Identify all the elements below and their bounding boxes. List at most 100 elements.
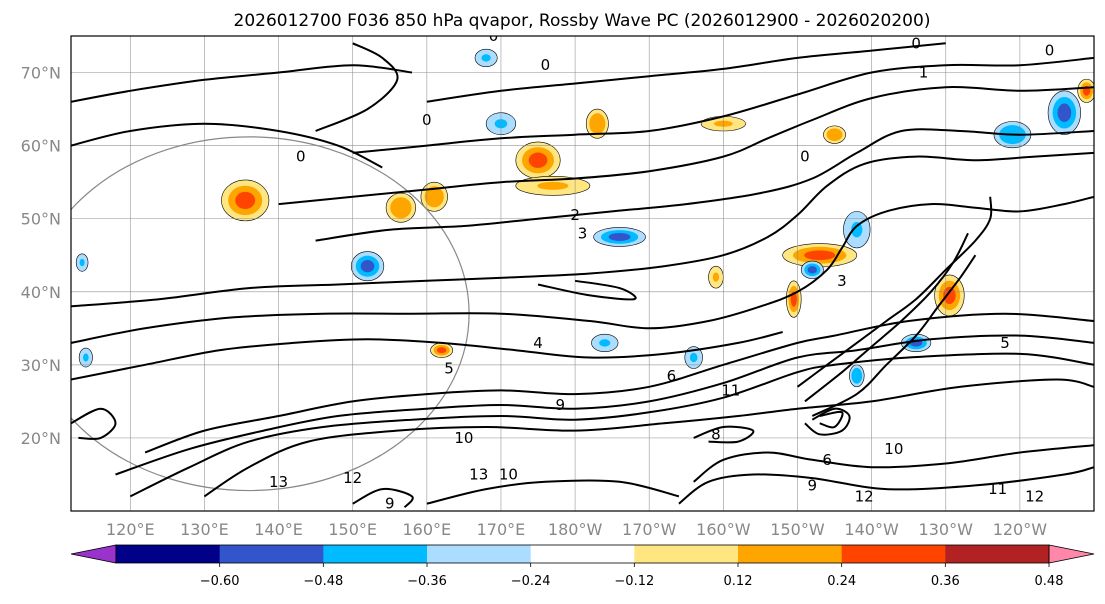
shading-blob-core-27 <box>712 272 720 282</box>
contour-line-24 <box>537 279 637 301</box>
contour-label-29: 13 <box>469 465 488 483</box>
y-tick-label-4: 60°N <box>21 137 61 156</box>
x-tick-label-10: 140°W <box>844 520 899 539</box>
x-tick-label-12: 120°W <box>993 520 1048 539</box>
contour-label-3: 0 <box>541 56 551 74</box>
colorbar-swatch-6 <box>738 545 843 563</box>
colorbar-tick-label-5: 0.12 <box>724 574 753 589</box>
shading-blob-core-22 <box>689 352 698 363</box>
shading-blob-core-18 <box>1057 103 1072 122</box>
contour-line-7 <box>315 128 1094 242</box>
contour-label-22: 10 <box>884 440 903 458</box>
shading-blob-core-24 <box>853 371 860 381</box>
shading-blob-core-10 <box>599 339 611 347</box>
contour-label-9: 3 <box>578 224 588 242</box>
shading-blob-core-1 <box>360 260 375 273</box>
contour-line-20 <box>678 466 1094 505</box>
shading-blob-core-14 <box>807 266 817 274</box>
contour-label-5: 0 <box>911 34 921 52</box>
x-tick-label-6: 180°W <box>548 520 603 539</box>
contour-line-17 <box>819 410 844 429</box>
shading-blob-core-2 <box>394 201 408 214</box>
colorbar-tick-label-3: −0.24 <box>511 574 551 589</box>
colorbar: −0.60 −0.48 −0.36 −0.24 −0.12 0.12 0.24 0.36 0.4… <box>70 544 1095 589</box>
y-tick-label-5: 70°N <box>21 64 61 83</box>
shading-blob-core-20 <box>436 347 447 354</box>
contour-label-13: 5 <box>1000 334 1010 352</box>
y-tick-label-1: 30°N <box>21 356 61 375</box>
contour-line-8 <box>278 85 1094 206</box>
x-tick-label-0: 120°E <box>106 520 155 539</box>
x-tick-labels: 120°E 130°E 140°E 150°E 160°E 170°E 180°W 170°W… <box>106 520 1047 539</box>
y-tick-label-0: 20°N <box>21 429 61 448</box>
contour-label-10: 3 <box>837 272 847 290</box>
contour-label-24: 11 <box>988 480 1007 498</box>
contour-line-4 <box>71 331 783 381</box>
shading-blob-core-25 <box>79 258 85 267</box>
contour-line-1 <box>115 334 1094 476</box>
x-tick-label-1: 130°E <box>180 520 229 539</box>
shading-blob-core-3 <box>428 190 440 203</box>
contour-label-0: 0 <box>296 148 306 166</box>
chart-title: 2026012700 F036 850 hPa qvapor, Rossby W… <box>234 11 931 31</box>
colorbar-tick-label-2: −0.36 <box>407 574 447 589</box>
contour-label-6: 0 <box>1045 42 1055 60</box>
x-tick-label-4: 160°E <box>402 520 451 539</box>
contour-label-12: 5 <box>444 360 454 378</box>
contour-line-11 <box>71 122 383 169</box>
contour-label-26: 12 <box>855 487 874 505</box>
colorbar-swatch-4 <box>530 545 635 563</box>
colorbar-tick-label-1: −0.48 <box>303 574 343 589</box>
contour-label-15: 6 <box>822 451 832 469</box>
colorbar-swatch-3 <box>427 545 532 563</box>
shading-blob-core-8 <box>592 117 602 130</box>
shading-blob-core-26 <box>83 353 89 362</box>
contour-label-21: 10 <box>499 465 518 483</box>
y-tick-labels: 20°N 30°N 40°N 50°N 60°N 70°N <box>21 64 61 448</box>
x-tick-label-11: 130°W <box>919 520 974 539</box>
shading-blob-core-4 <box>481 54 491 62</box>
contour-line-22 <box>693 425 755 444</box>
contour-line-5 <box>71 195 1094 344</box>
contour-label-11: 4 <box>533 334 543 352</box>
contour-line-18 <box>352 487 414 508</box>
contour-label-2: 0 <box>489 27 499 45</box>
shading-blob-core-7 <box>537 181 569 190</box>
colorbar-frame <box>115 544 1050 564</box>
shading-blob-core-0 <box>235 191 256 210</box>
x-tick-label-8: 160°W <box>696 520 751 539</box>
contour-label-17: 9 <box>555 396 565 414</box>
y-tick-label-2: 40°N <box>21 283 61 302</box>
contour-label-8: 2 <box>570 206 580 224</box>
contour-line-23 <box>71 407 117 440</box>
x-tick-label-7: 170°W <box>622 520 677 539</box>
shading-blob-core-13 <box>851 221 863 238</box>
colorbar-swatch-1 <box>219 545 324 563</box>
contour-label-16: 8 <box>711 425 721 443</box>
colorbar-tick-label-8: 0.48 <box>1035 574 1064 589</box>
colorbar-tick-label-4: −0.12 <box>614 574 654 589</box>
contour-layer <box>71 42 1094 508</box>
shading-blob-core-9 <box>608 232 631 241</box>
colorbar-extend-high <box>1048 544 1095 564</box>
contour-line-19 <box>693 444 1094 483</box>
x-tick-label-9: 150°W <box>770 520 825 539</box>
contour-line-16 <box>804 407 851 436</box>
contour-line-12 <box>71 64 413 103</box>
contour-label-20: 10 <box>454 429 473 447</box>
shading-blob-core-16 <box>943 286 956 305</box>
colorbar-swatch-5 <box>634 545 739 563</box>
contour-label-27: 12 <box>1025 487 1044 505</box>
contour-line-10 <box>426 42 946 103</box>
x-tick-label-2: 140°E <box>254 520 303 539</box>
contour-label-19: 9 <box>385 495 395 513</box>
y-tick-label-3: 50°N <box>21 210 61 229</box>
contour-label-25: 12 <box>343 469 362 487</box>
contour-line-25 <box>315 42 399 132</box>
contour-line-14 <box>804 232 969 403</box>
contour-label-28: 13 <box>269 473 288 491</box>
map-frame <box>70 35 1095 512</box>
x-tick-label-5: 170°E <box>477 520 526 539</box>
